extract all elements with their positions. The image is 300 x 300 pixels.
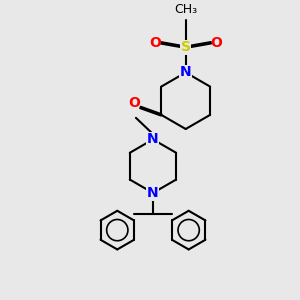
Text: N: N: [147, 132, 159, 146]
Text: CH₃: CH₃: [174, 3, 197, 16]
Text: O: O: [149, 36, 161, 50]
Text: N: N: [147, 186, 159, 200]
Text: O: O: [128, 96, 140, 110]
Text: S: S: [181, 40, 191, 54]
Text: O: O: [210, 36, 222, 50]
Text: N: N: [180, 65, 191, 80]
